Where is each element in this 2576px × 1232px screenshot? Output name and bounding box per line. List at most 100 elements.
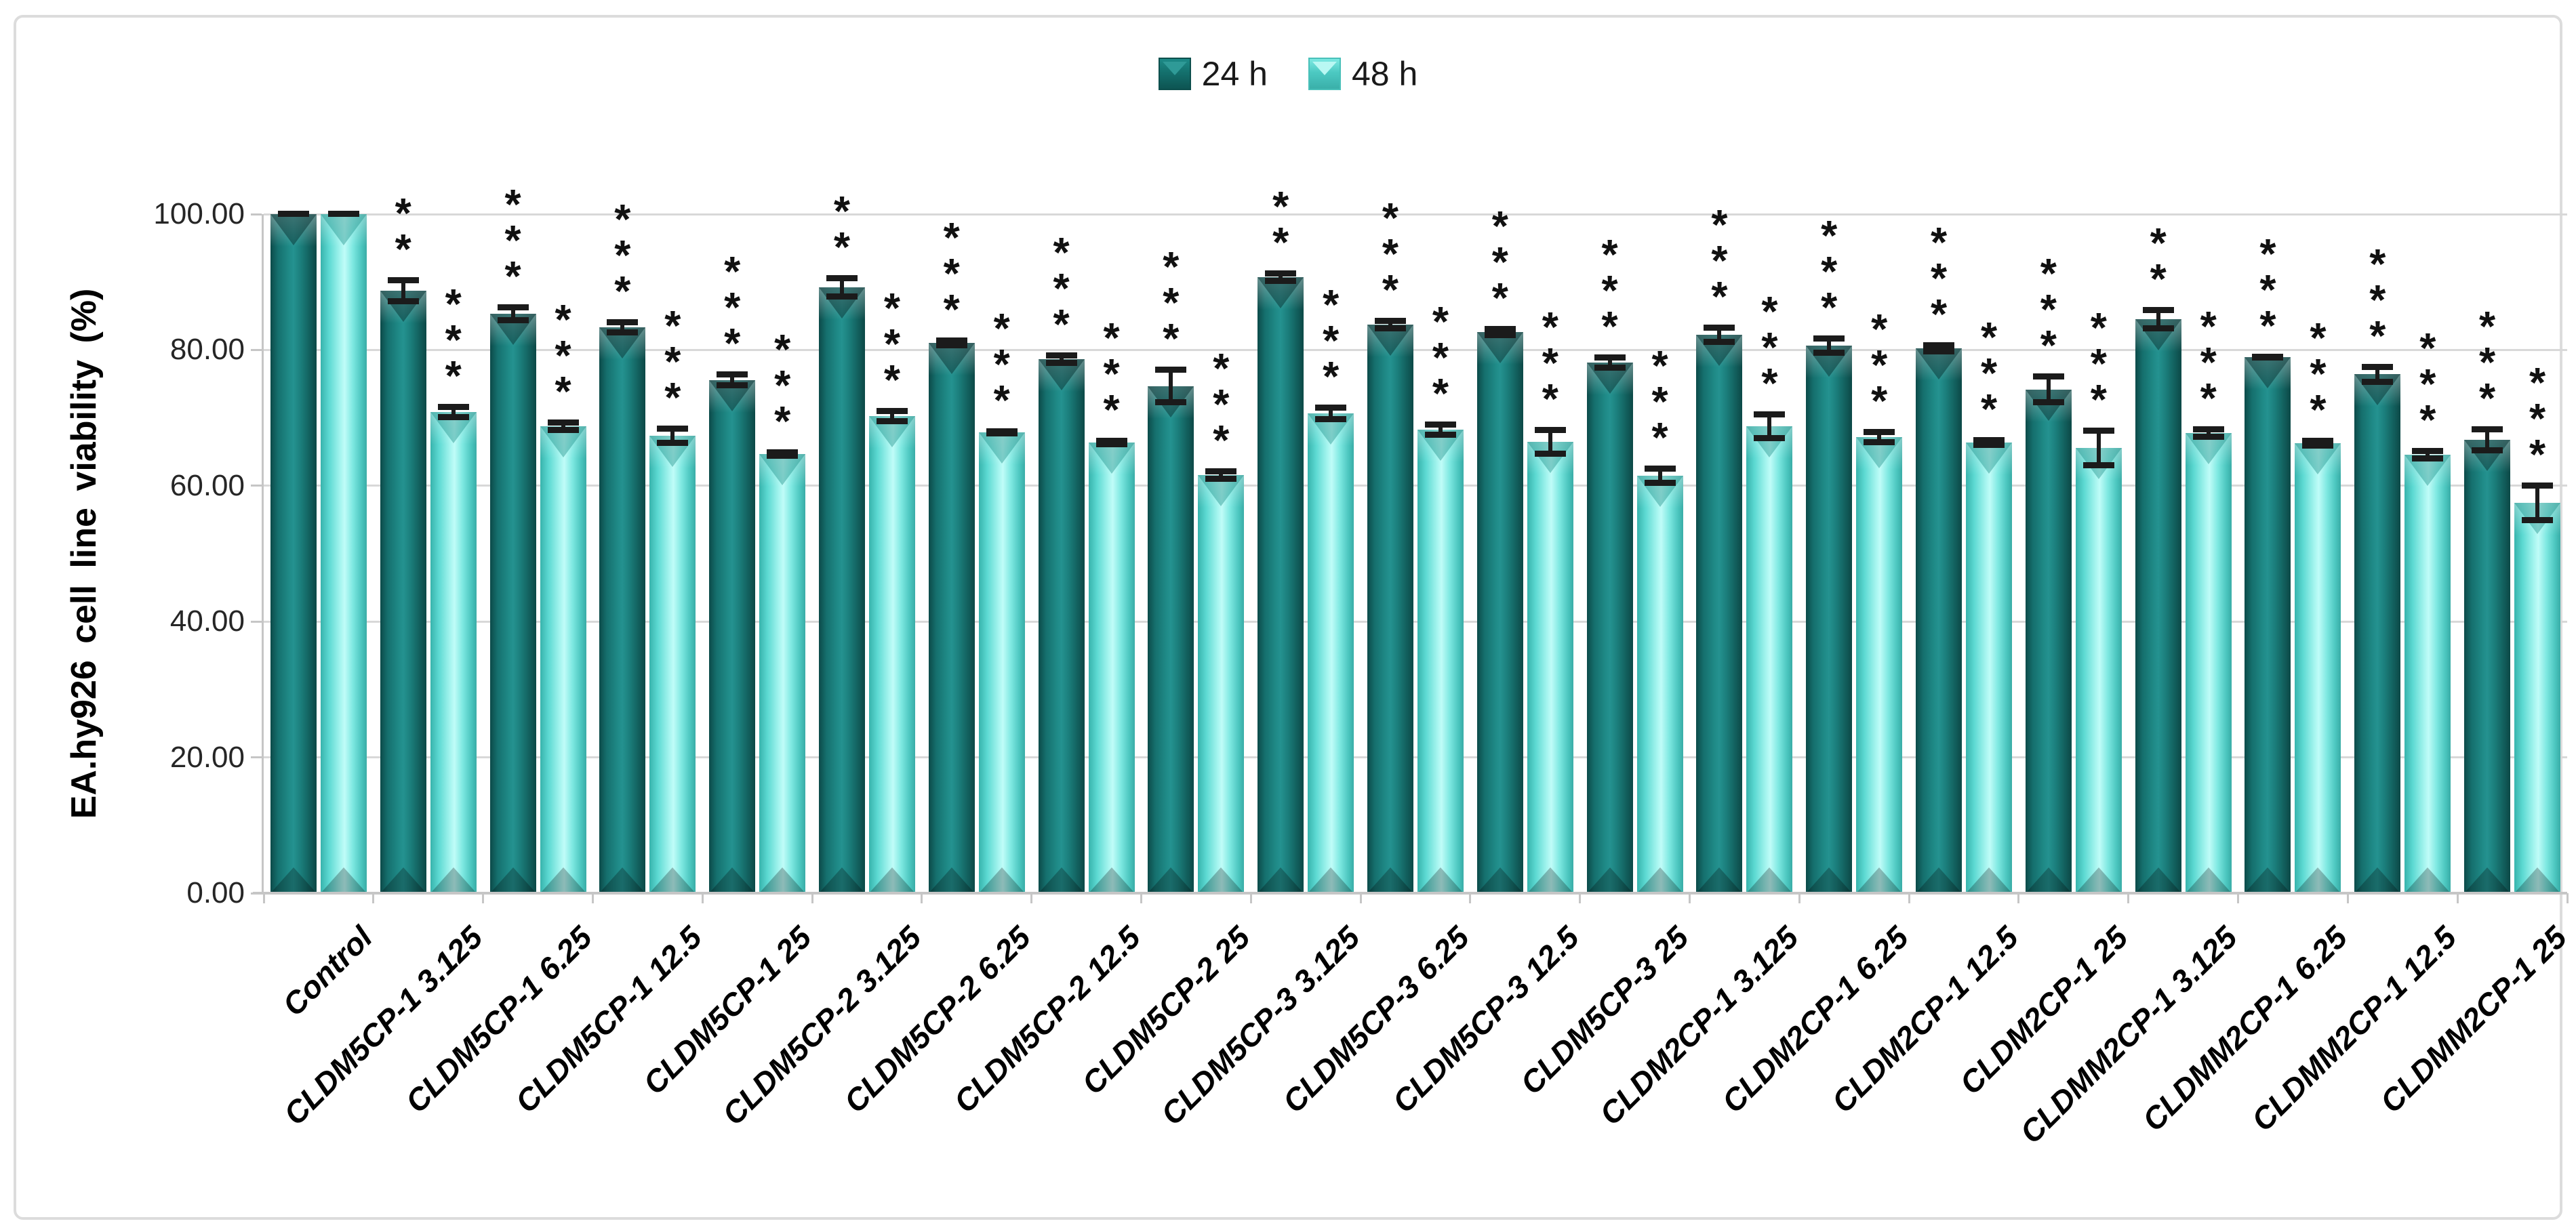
bar-48h [1746, 426, 1793, 893]
error-bar-24h [2472, 426, 2503, 453]
error-bar-cap-top [2082, 427, 2114, 434]
bar-bottom-bevel [430, 867, 477, 893]
error-bar-cap-bottom [1045, 360, 1077, 367]
bar-24h [1367, 325, 1413, 893]
error-bar-cap-bottom [547, 426, 579, 433]
asterisk: * [555, 332, 571, 379]
significance-24h: * * * [1382, 198, 1398, 312]
asterisk: * [774, 362, 791, 409]
error-bar-48h [1315, 404, 1347, 422]
bar-24h [599, 327, 646, 893]
asterisk: * [883, 285, 901, 332]
asterisk: * [1871, 377, 1888, 425]
error-bar-line [561, 420, 565, 432]
asterisk: * [614, 268, 631, 316]
error-bar-24h [1704, 325, 1735, 346]
x-tick [2566, 893, 2569, 903]
asterisk: * [2529, 395, 2546, 443]
significance-48h: * * * [774, 329, 791, 443]
bar-bottom-bevel [540, 867, 586, 893]
bar-bottom-bevel [868, 867, 915, 893]
asterisk: * [1711, 238, 1728, 285]
x-tick [811, 893, 813, 903]
asterisk: * [1323, 281, 1340, 329]
error-bar-cap-top [2142, 307, 2174, 314]
x-category-label: CLDM5CP-1 12.5 [508, 919, 708, 1120]
error-bar-cap-bottom [497, 317, 529, 324]
error-bar-cap-bottom [1375, 325, 1406, 332]
bar-48h [1527, 441, 1573, 893]
bar-bottom-bevel [2075, 867, 2122, 893]
x-tick [2456, 893, 2459, 903]
error-bar-cap-bottom [1484, 332, 1516, 339]
asterisk: * [1601, 268, 1618, 315]
significance-24h: * * * [1601, 234, 1618, 348]
bar-bottom-bevel [649, 867, 696, 893]
error-bar-cap-top [2302, 437, 2334, 444]
error-bar-line [1279, 272, 1283, 283]
error-bar-cap-top [1484, 326, 1516, 333]
error-bar-cap-top [1425, 421, 1456, 428]
asterisk: * [1821, 213, 1838, 260]
asterisk: * [1711, 274, 1728, 321]
error-bar-cap-bottom [2522, 516, 2554, 523]
error-bar-48h [1754, 411, 1786, 441]
bar-48h [978, 432, 1025, 893]
error-bar-cap-top [437, 403, 469, 410]
error-bar-cap-bottom [2082, 461, 2114, 468]
asterisk: * [395, 226, 411, 274]
error-bar-cap-bottom [986, 430, 1018, 436]
x-category-label: CLDM5CP-2 12.5 [946, 919, 1148, 1120]
asterisk: * [1163, 244, 1180, 291]
asterisk: * [2419, 396, 2436, 444]
asterisk: * [445, 352, 462, 400]
bar-bottom-bevel [1038, 867, 1085, 893]
significance-48h: * * * [2310, 317, 2326, 431]
error-bar-cap-bottom [437, 413, 469, 420]
error-bar-24h [2142, 307, 2174, 332]
asterisk: * [555, 296, 571, 344]
error-bar-48h [327, 211, 359, 218]
asterisk: * [1432, 298, 1449, 346]
gridline [264, 756, 2567, 759]
error-bar-cap-top [1095, 437, 1127, 444]
asterisk: * [1272, 184, 1289, 231]
asterisk: * [1491, 203, 1508, 251]
error-bar-line [2156, 308, 2160, 331]
significance-24h: * * * [504, 184, 521, 298]
asterisk: * [2040, 251, 2057, 298]
asterisk: * [1053, 302, 1070, 349]
bar-48h [1636, 475, 1683, 893]
bar-bottom-bevel [2514, 867, 2561, 893]
y-tick-label: 0.00 [186, 876, 245, 909]
error-bar-24h [1923, 342, 1955, 355]
error-bar-48h [2522, 482, 2554, 523]
significance-48h: * * * [1213, 348, 1230, 461]
error-bar-cap-top [547, 419, 579, 426]
bar-48h [1966, 442, 2013, 893]
gridline [264, 485, 2567, 487]
legend-marker-24h-icon [1158, 58, 1191, 90]
bar-24h [818, 287, 865, 893]
bar-bottom-bevel [2245, 867, 2291, 893]
bar-48h [540, 426, 586, 893]
legend: 24 h 48 h [16, 54, 2560, 94]
bar-bottom-bevel [2464, 867, 2511, 893]
bar-24h [2025, 389, 2072, 893]
error-bar-cap-bottom [2302, 442, 2334, 449]
asterisk: * [1980, 314, 1998, 361]
bar-48h [1417, 429, 1464, 893]
asterisk: * [1761, 324, 1778, 371]
asterisk: * [1213, 381, 1230, 428]
error-bar-line [1937, 344, 1941, 354]
asterisk: * [1491, 239, 1508, 287]
significance-48h: * * * [1651, 345, 1668, 461]
asterisk: * [1651, 414, 1668, 461]
bar-48h [1198, 474, 1245, 893]
error-bar-line [1607, 356, 1612, 370]
asterisk: * [2479, 303, 2496, 350]
error-bar-cap-bottom [826, 293, 858, 300]
asterisk: * [1761, 288, 1778, 335]
significance-24h: * * * [1931, 222, 1947, 336]
error-bar-cap-top [1594, 354, 1626, 361]
